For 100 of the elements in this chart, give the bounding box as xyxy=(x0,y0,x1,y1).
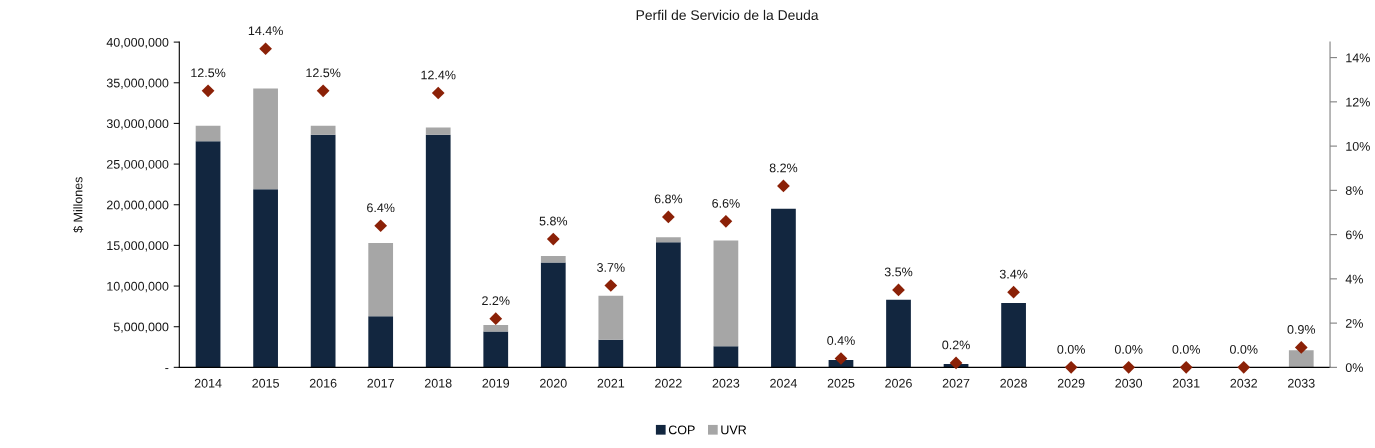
bar xyxy=(771,208,796,368)
x-tick-label: 2018 xyxy=(424,378,452,388)
bar xyxy=(368,242,394,317)
data-label: 6.8% xyxy=(654,194,683,204)
bar xyxy=(195,141,221,368)
y-tick-label: 15,000,000 xyxy=(107,241,169,252)
bar xyxy=(368,316,394,368)
point xyxy=(1294,341,1308,354)
point xyxy=(777,179,790,193)
y2-tick-label: 2% xyxy=(1345,318,1363,328)
bar xyxy=(540,255,566,263)
bar xyxy=(886,299,911,368)
data-label: 3.4% xyxy=(999,269,1028,279)
legend-label: COP xyxy=(668,425,695,435)
y2-tick-label: 6% xyxy=(1345,230,1363,240)
bar xyxy=(1001,303,1026,368)
point xyxy=(719,214,733,228)
x-tick-label: 2027 xyxy=(942,378,970,388)
data-label: 12.5% xyxy=(306,68,341,78)
point xyxy=(1237,361,1251,374)
bar xyxy=(253,189,278,368)
y-tick-label: 5,000,000 xyxy=(113,322,169,333)
bar xyxy=(655,242,681,368)
data-label: 5.8% xyxy=(539,216,568,226)
data-label: 2.2% xyxy=(482,296,510,306)
point xyxy=(259,42,272,56)
bar xyxy=(713,240,739,347)
bar xyxy=(598,339,624,368)
point xyxy=(1064,361,1078,374)
data-label: 0.0% xyxy=(1057,344,1085,354)
x-tick-label: 2030 xyxy=(1115,378,1143,388)
bar xyxy=(483,325,509,332)
y-tick-label: 35,000,000 xyxy=(106,78,169,89)
y2-tick-label: 12% xyxy=(1346,97,1370,107)
point xyxy=(662,210,675,224)
y-axis-title: $ Millones xyxy=(73,177,84,233)
data-label: 12.5% xyxy=(191,68,226,78)
point xyxy=(1122,361,1136,374)
data-label: 14.4% xyxy=(248,26,283,36)
x-tick-label: 2022 xyxy=(655,378,682,388)
point xyxy=(489,312,503,326)
data-label: 0.9% xyxy=(1287,325,1316,334)
legend-label: UVR xyxy=(721,425,747,435)
data-label: 0.0% xyxy=(1172,344,1200,354)
y-tick-label: 30,000,000 xyxy=(106,119,169,130)
bar xyxy=(540,262,566,368)
bar xyxy=(310,134,336,368)
point xyxy=(604,279,618,292)
bar xyxy=(425,127,451,135)
y2-tick-label: 4% xyxy=(1345,274,1363,284)
data-label: 0.4% xyxy=(827,336,855,345)
point xyxy=(1179,361,1193,374)
data-label: 12.4% xyxy=(421,70,456,80)
data-label: 0.2% xyxy=(942,340,970,350)
data-label: 3.5% xyxy=(884,267,913,277)
data-label: 8.2% xyxy=(769,163,798,173)
bar xyxy=(483,331,509,368)
x-tick-label: 2025 xyxy=(827,378,855,388)
y2-tick-label: 8% xyxy=(1345,186,1363,196)
x-tick-label: 2028 xyxy=(1000,378,1027,388)
y-tick-label: - xyxy=(165,368,169,370)
y-tick-label: 10,000,000 xyxy=(107,281,169,293)
chart-title: Perfil de Servicio de la Deuda xyxy=(636,9,819,21)
x-tick-label: 2032 xyxy=(1230,378,1258,388)
x-tick-label: 2029 xyxy=(1057,378,1085,388)
bar xyxy=(655,237,681,243)
point xyxy=(949,356,963,370)
bar xyxy=(598,295,624,340)
bar xyxy=(713,346,739,368)
x-tick-label: 2023 xyxy=(712,378,740,388)
x-tick-label: 2024 xyxy=(770,378,797,388)
bar xyxy=(195,125,221,142)
point xyxy=(316,84,330,98)
point xyxy=(546,232,560,246)
data-label: 6.4% xyxy=(367,203,395,213)
y2-tick-label: 14% xyxy=(1346,53,1370,63)
bar xyxy=(1288,350,1314,368)
x-tick-label: 2031 xyxy=(1172,378,1200,388)
x-tick-label: 2021 xyxy=(597,378,625,388)
y2-tick-label: 0% xyxy=(1345,363,1363,373)
x-tick-label: 2019 xyxy=(482,378,510,388)
y-tick-label: 20,000,000 xyxy=(106,200,169,211)
point xyxy=(201,84,215,98)
y-tick-label: 40,000,000 xyxy=(106,37,169,49)
x-tick-label: 2017 xyxy=(367,378,394,388)
x-tick-label: 2015 xyxy=(252,378,279,388)
x-tick-label: 2033 xyxy=(1288,378,1315,388)
x-tick-label: 2016 xyxy=(309,378,337,388)
point xyxy=(374,219,388,233)
bar xyxy=(253,88,278,190)
bar xyxy=(310,125,336,135)
data-label: 0.0% xyxy=(1114,344,1143,354)
point xyxy=(431,86,445,100)
x-tick-label: 2020 xyxy=(540,378,567,388)
x-tick-label: 2026 xyxy=(885,378,912,388)
x-tick-label: 2014 xyxy=(194,378,222,388)
data-label: 6.6% xyxy=(712,198,740,208)
y2-tick-label: 10% xyxy=(1346,141,1370,151)
bar xyxy=(425,134,451,368)
point xyxy=(1007,285,1020,299)
